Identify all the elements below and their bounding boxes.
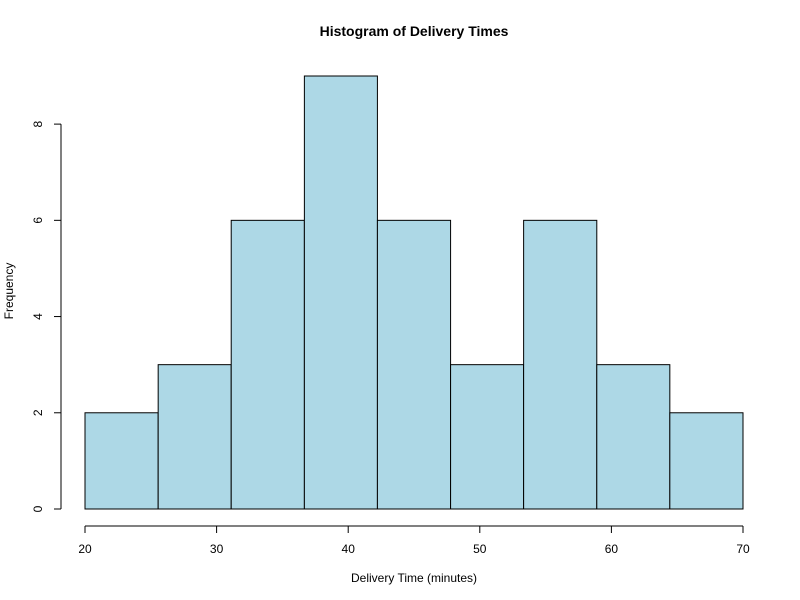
- x-axis-label: Delivery Time (minutes): [351, 571, 477, 585]
- x-tick-label: 20: [78, 542, 92, 556]
- y-axis-label: Frequency: [2, 263, 16, 320]
- histogram-bar: [157, 364, 232, 510]
- histogram-bar: [84, 412, 159, 510]
- histogram-bar: [303, 75, 378, 510]
- y-tick-label: 0: [31, 505, 45, 512]
- x-tick-label: 50: [473, 542, 487, 556]
- histogram-bar: [596, 364, 671, 510]
- bars-group: [84, 75, 744, 510]
- y-tick-label: 4: [31, 313, 45, 320]
- y-axis: 0 2 4 6 8: [31, 120, 62, 512]
- histogram-bar: [450, 364, 525, 510]
- x-tick-label: 70: [736, 542, 750, 556]
- y-tick-label: 2: [31, 409, 45, 416]
- x-tick-label: 30: [210, 542, 224, 556]
- x-tick-label: 40: [342, 542, 356, 556]
- y-tick-label: 6: [31, 217, 45, 224]
- histogram-bar: [376, 219, 452, 510]
- y-tick-label: 8: [31, 120, 45, 127]
- histogram-bar: [230, 219, 305, 510]
- histogram-bar: [523, 219, 598, 510]
- chart-title: Histogram of Delivery Times: [320, 23, 509, 39]
- x-axis: 20 30 40 50 60 70: [78, 525, 750, 556]
- x-tick-label: 60: [605, 542, 619, 556]
- histogram-bar: [669, 412, 744, 510]
